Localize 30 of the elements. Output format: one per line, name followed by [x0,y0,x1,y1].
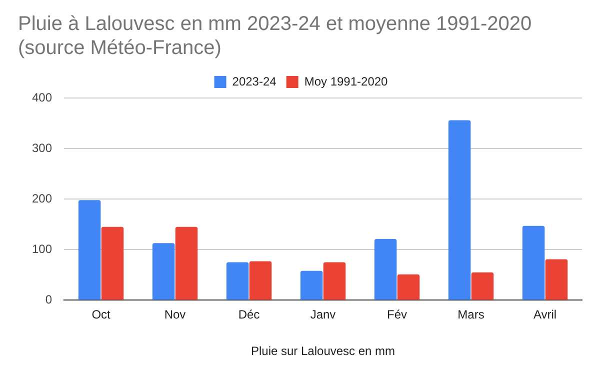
bar [226,262,249,300]
bar [78,200,101,300]
x-axis-title: Pluie sur Lalouvesc en mm [250,344,396,358]
x-tick-label: Janv [310,308,336,322]
x-tick-label: Mars [458,308,484,322]
bar [374,239,397,300]
bar [545,259,568,300]
x-tick-label: Oct [92,308,112,322]
bar [175,226,198,300]
x-tick-label: Nov [164,308,186,322]
y-tick-label: 100 [32,242,52,256]
legend-label: 2023-24 [232,74,277,88]
bar [397,274,420,300]
chart-title: Pluie à Lalouvesc en mm 2023-24 et moyenne 1991-2020 (source Météo-France) [18,12,533,60]
bar [522,226,545,300]
bar [448,120,471,300]
bar [300,270,323,300]
legend-label: Moy 1991-2020 [304,74,388,88]
x-tick-label: Déc [238,308,260,322]
bar [101,226,124,300]
y-tick-label: 400 [32,90,52,104]
bar [323,262,346,300]
y-tick-label: 200 [32,191,52,206]
x-tick-label: Fév [387,308,408,322]
y-tick-label: 0 [45,292,52,307]
bar [471,272,494,300]
x-tick-label: Avril [533,308,557,322]
bar [249,261,272,300]
bar [152,243,175,300]
y-tick-label: 300 [32,140,52,155]
